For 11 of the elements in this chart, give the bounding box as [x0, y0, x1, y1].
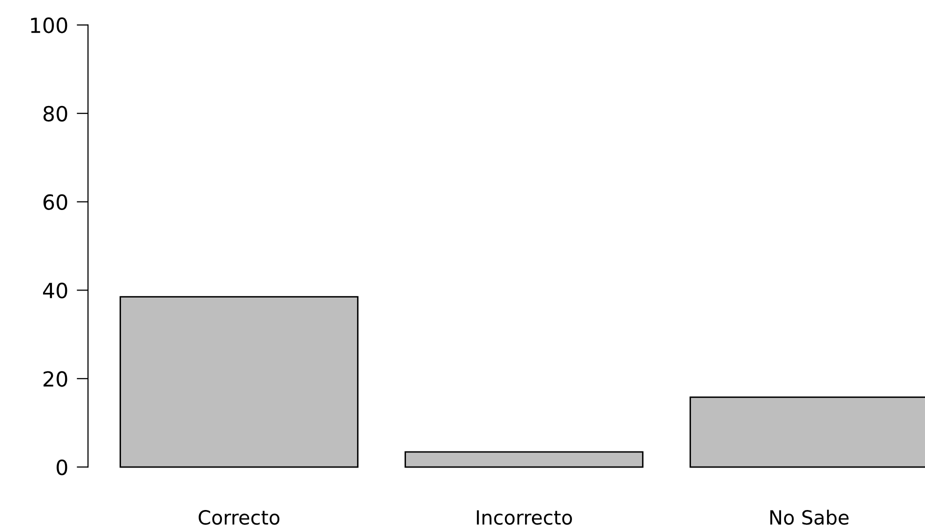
- bar: [404, 451, 644, 468]
- bar: [120, 296, 358, 468]
- y-tick-label: 40: [43, 282, 68, 298]
- y-tick-label: 60: [44, 194, 68, 210]
- y-tick-label: 0: [56, 459, 68, 476]
- y-tick-label: 20: [44, 371, 68, 387]
- x-tick-label: Correcto: [198, 510, 280, 525]
- x-tick-label: Incorrecto: [476, 510, 572, 525]
- y-tick-label: 80: [43, 106, 68, 122]
- x-tick-label: No Sabe: [770, 510, 849, 525]
- y-tick-label: 100: [31, 17, 68, 34]
